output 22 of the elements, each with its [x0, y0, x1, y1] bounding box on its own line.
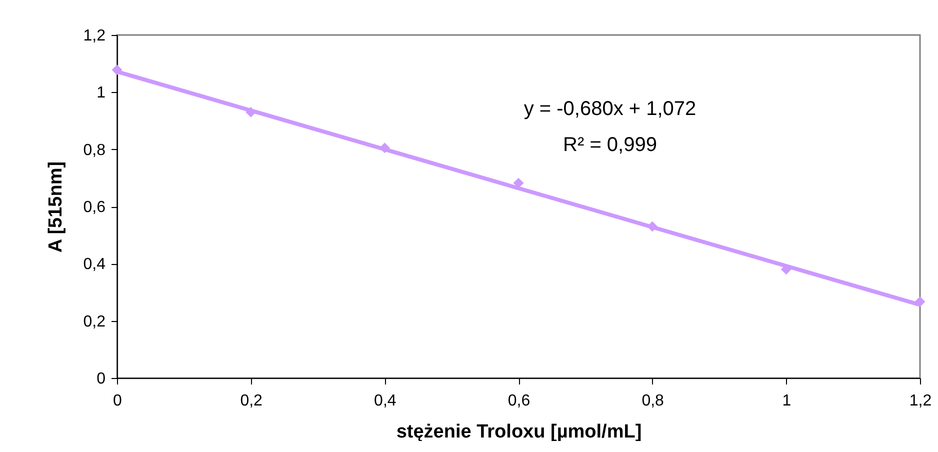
- y-tick-label: 0,8: [83, 142, 106, 159]
- x-tick-label: 1,2: [909, 392, 932, 410]
- x-tick-label: 0: [113, 392, 122, 410]
- x-tick-label: 0,4: [374, 392, 396, 410]
- point: [513, 178, 524, 188]
- y-tick-label: 1: [96, 84, 106, 102]
- y-tick-label: 0,6: [83, 199, 106, 216]
- y-tick-label: 0: [96, 370, 106, 388]
- x-tick-label: 0,8: [642, 392, 664, 410]
- y-tick-label: 0,4: [83, 256, 106, 274]
- annotation: y = -0,680x + 1,072: [524, 98, 696, 120]
- point: [246, 106, 256, 118]
- y-axis-title: A [515nm]: [45, 161, 66, 253]
- x-tick-label: 0,6: [508, 392, 530, 410]
- point: [647, 221, 658, 232]
- y-tick-label: 0,2: [83, 313, 106, 330]
- x-tick-label: 1: [782, 392, 792, 410]
- x-tick-label: 0,2: [240, 392, 263, 410]
- y-tick-label: 1,2: [83, 28, 106, 44]
- annotation: R² = 0,999: [563, 134, 657, 156]
- point: [112, 64, 122, 76]
- point: [914, 296, 926, 307]
